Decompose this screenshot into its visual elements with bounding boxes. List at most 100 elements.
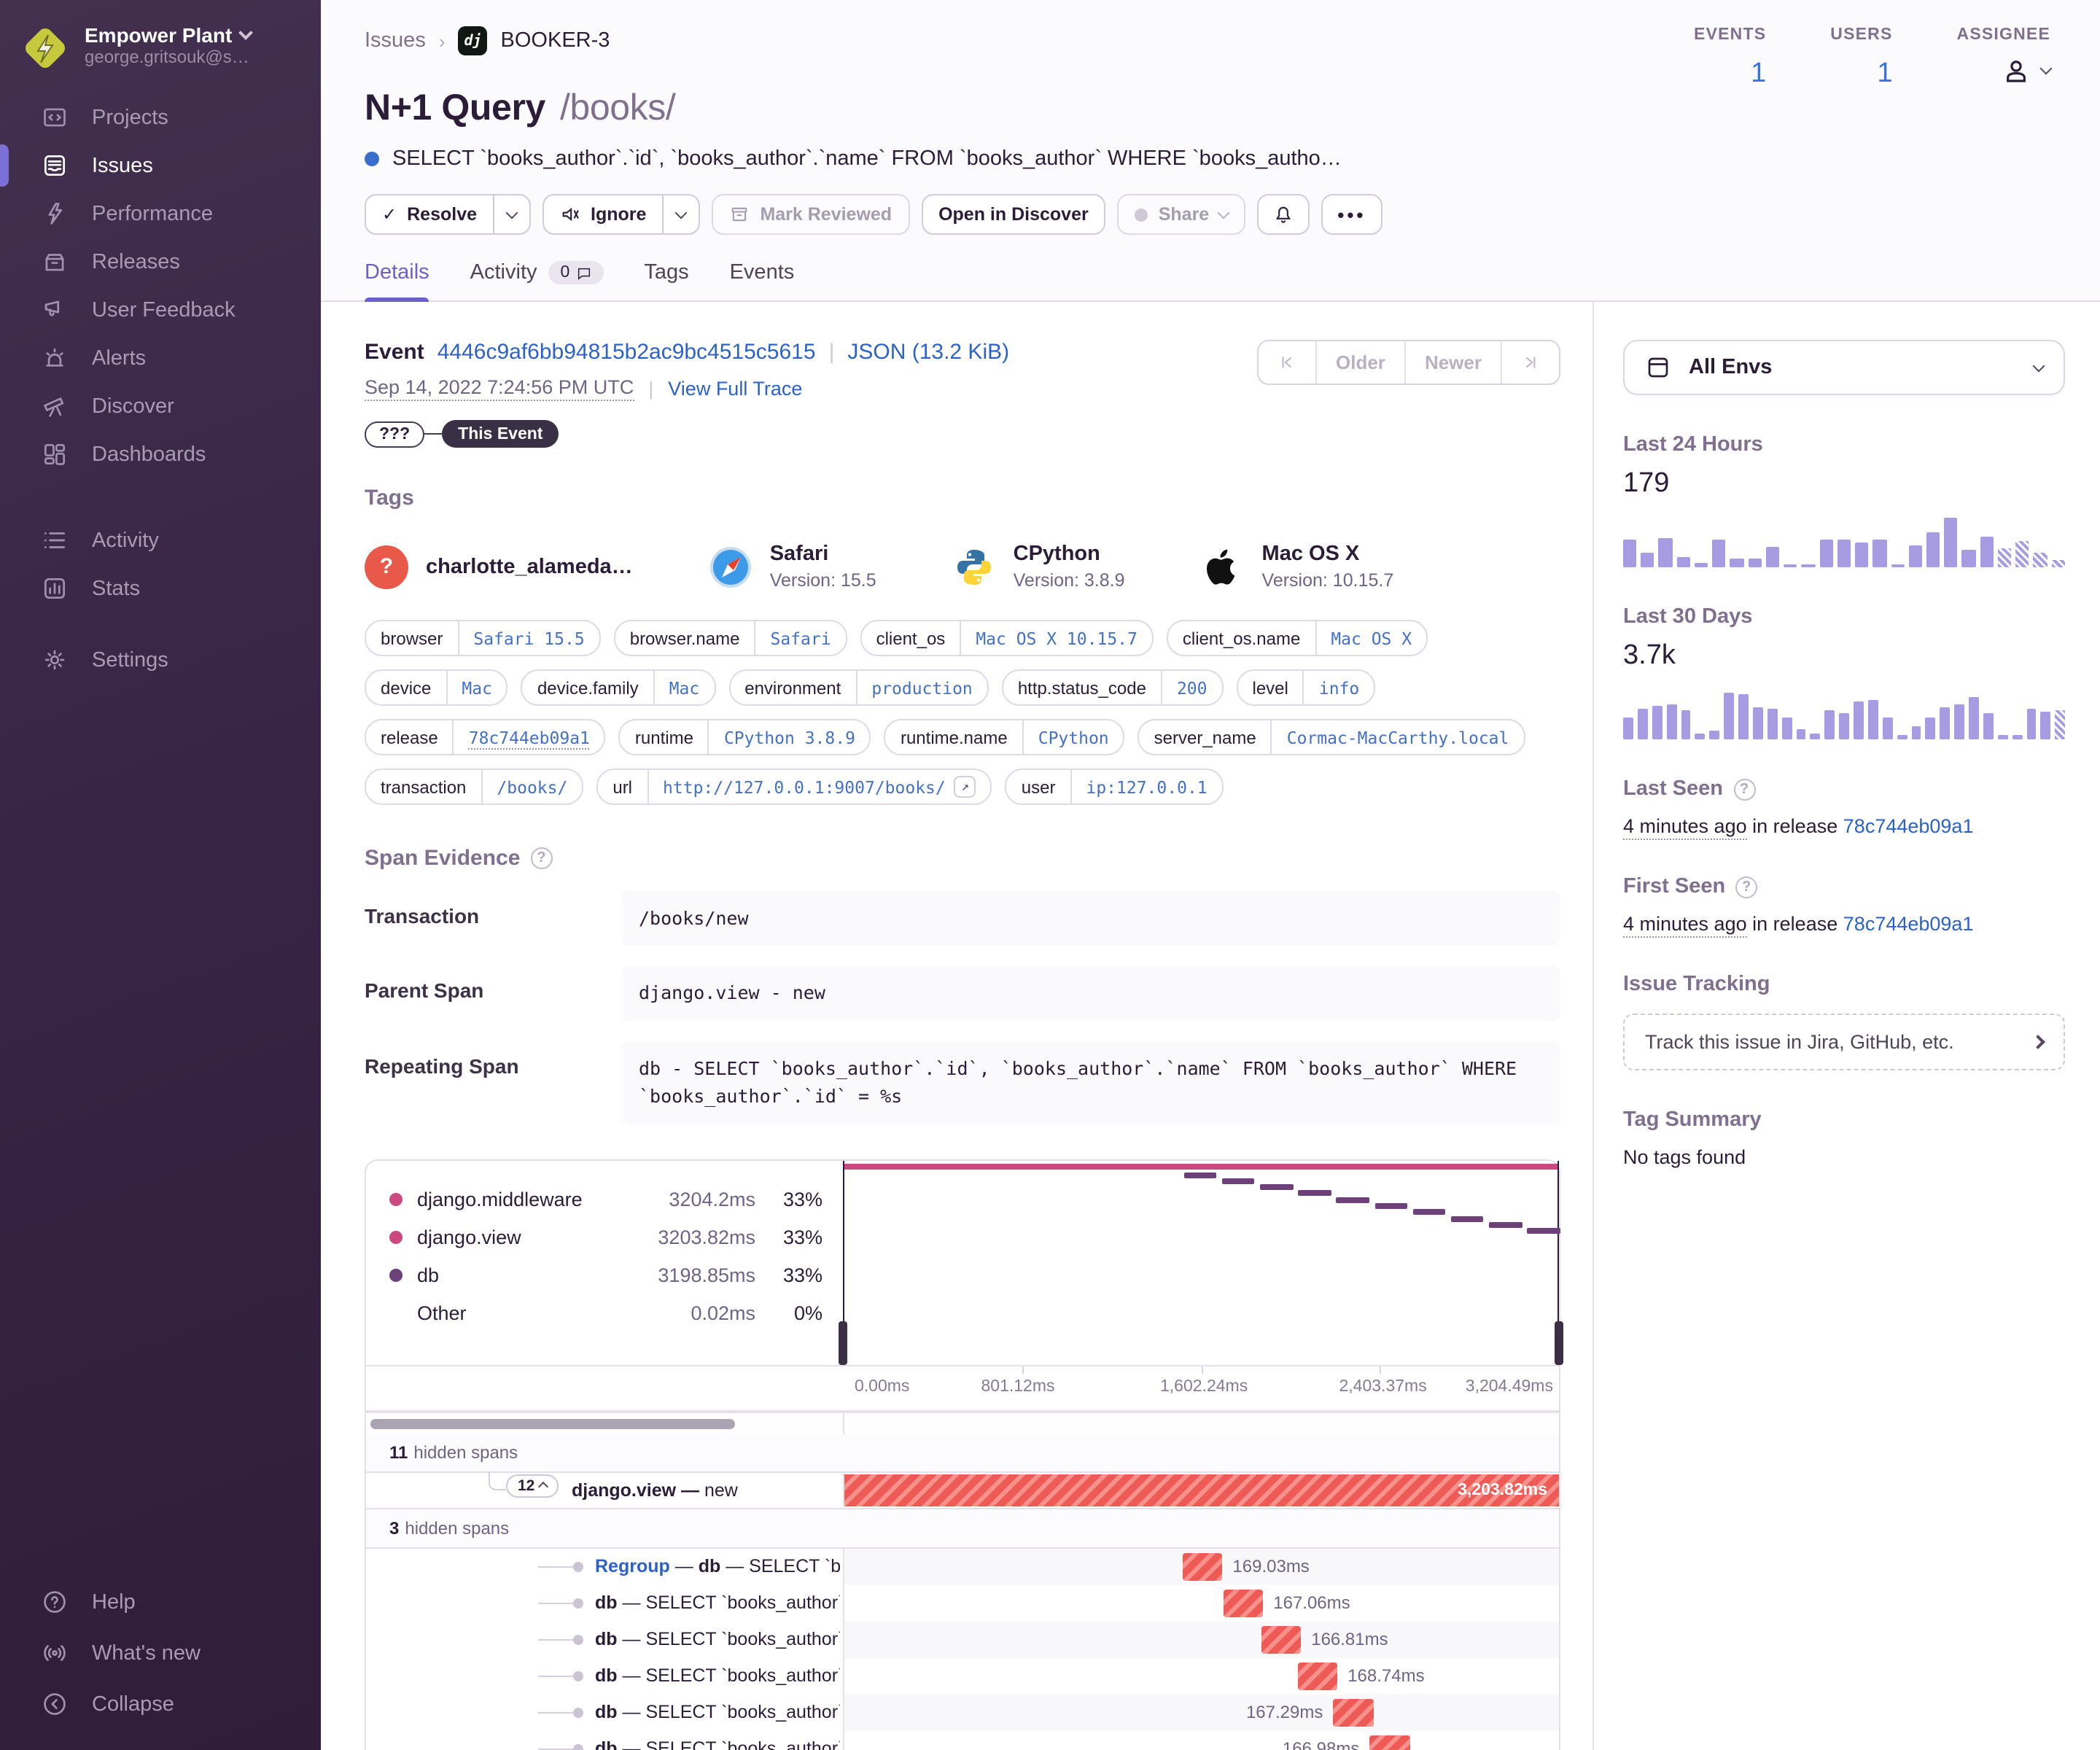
resolve-button[interactable]: ✓ Resolve [382,204,478,225]
org-switcher[interactable]: Empower Plant george.gritsouk@s… [0,18,321,93]
sidebar-item-collapse[interactable]: Collapse [0,1679,321,1730]
tag-pill-value[interactable]: ip:127.0.0.1 [1070,770,1221,804]
span-group-toggle[interactable]: 12 [506,1474,559,1497]
hidden-spans-row-top[interactable]: 11 hidden spans [365,1433,1560,1472]
sidebar-item-whats-new[interactable]: What's new [0,1628,321,1679]
settings-icon [44,650,65,670]
open-in-discover-button[interactable]: Open in Discover [921,194,1106,235]
older-event-button[interactable]: Older [1315,341,1404,384]
span-duration-bar [1182,1552,1223,1580]
tag-pill-value[interactable]: info [1302,671,1374,704]
spark-bar [1694,563,1708,567]
spark-bar [1637,709,1648,739]
hidden-spans-row-mid[interactable]: 3 hidden spans [365,1509,1560,1548]
spark-bar [1837,540,1851,567]
last-seen-release-link[interactable]: 78c744eb09a1 [1843,815,1974,837]
resolve-dropdown[interactable] [493,195,529,233]
assignee-dropdown[interactable] [1957,55,2053,86]
tag-pill-value[interactable]: Safari [754,621,845,655]
sidebar-item-releases[interactable]: Releases [0,238,321,286]
tag-pill-value[interactable]: http://127.0.0.1:9007/books/ ↗ [647,770,991,804]
sidebar-item-settings[interactable]: Settings [0,636,321,684]
issue-header: Issues › dj BOOKER-3 N+1 Query/books/ SE… [321,0,2100,302]
sidebar-item-issues[interactable]: Issues [0,141,321,190]
sidebar-item-discover[interactable]: Discover [0,382,321,430]
oldest-event-button[interactable] [1259,341,1315,384]
tag-pill-value[interactable]: Mac [446,671,507,704]
sidebar-item-stats[interactable]: Stats [0,564,321,612]
sidebar-item-performance[interactable]: Performance [0,190,321,238]
tag-pill-value[interactable]: Mac OS X [1315,621,1426,655]
axis-tick-label: 0.00ms [855,1377,910,1395]
spark-bar [2040,712,2051,739]
tag-pill-value[interactable]: /books/ [481,770,582,804]
sidebar-item-activity[interactable]: Activity [0,516,321,564]
issue-tracking-cta[interactable]: Track this issue in Jira, GitHub, etc. [1623,1014,2065,1070]
environment-selector[interactable]: All Envs [1623,340,2065,395]
span-group-row[interactable]: 12 django.view — new 3,203.82ms [365,1471,1560,1509]
spark-bar [2012,735,2022,739]
ignore-dropdown[interactable] [662,195,699,233]
sidebar-item-alerts[interactable]: Alerts [0,334,321,382]
breadcrumb: Issues › dj BOOKER-3 [365,26,1342,55]
ignore-button[interactable]: Ignore [544,195,662,233]
waterfall-axis: 0.00ms 801.12ms 1,602.24ms 2,403.37ms 3,204.… [366,1364,1559,1409]
regroup-link[interactable]: Regroup [595,1555,670,1576]
tab-events[interactable]: Events [729,261,795,284]
minimap-left-handle[interactable] [839,1321,847,1364]
sidebar-item-feedback[interactable]: User Feedback [0,286,321,334]
tag-pill-value[interactable]: Mac [653,671,715,704]
tag-pill-value[interactable]: CPython [1022,720,1124,754]
span-row[interactable]: db — SELECT `books_author` 166.98ms [366,1730,1559,1750]
span-row[interactable]: db — SELECT `books_author` 166.81ms [366,1621,1559,1657]
span-row[interactable]: Regroup — db — SELECT `boo169.03ms [366,1548,1559,1584]
sidebar-item-projects[interactable]: Projects [0,93,321,141]
help-circle-icon[interactable]: ? [530,847,553,869]
sidebar-item-dashboards[interactable]: Dashboards [0,430,321,478]
tag-pill-url: url http://127.0.0.1:9007/books/ ↗ [596,769,992,805]
first-seen-release-link[interactable]: 78c744eb09a1 [1843,913,1974,935]
tag-pill-value[interactable]: 200 [1160,671,1222,704]
breadcrumb-issues[interactable]: Issues [365,29,426,52]
share-button[interactable]: Share [1119,195,1245,233]
spark-bar [1969,697,1979,739]
tab-details[interactable]: Details [365,261,430,302]
skip-start-icon [1282,357,1292,368]
users-count[interactable]: 1 [1877,58,1893,89]
tag-pill-value[interactable]: production [855,671,987,704]
view-full-trace-link[interactable]: View Full Trace [668,378,803,400]
more-actions-button[interactable]: ••• [1321,194,1382,235]
tag-pill-value[interactable]: Safari 15.5 [457,621,599,655]
tag-pill-value[interactable]: Mac OS X 10.15.7 [960,621,1152,655]
external-link-icon[interactable]: ↗ [954,776,976,798]
minimap-right-handle[interactable] [1555,1321,1563,1364]
mark-reviewed-button[interactable]: Mark Reviewed [712,194,910,235]
span-row[interactable]: db — SELECT `books_author` 167.29ms [366,1694,1559,1730]
tab-tags[interactable]: Tags [644,261,689,284]
latest-event-button[interactable] [1501,341,1559,384]
event-json-link[interactable]: JSON (13.2 KiB) [847,340,1010,365]
alerts-icon [46,348,63,367]
spark-bar [1854,701,1864,739]
waterfall-minimap[interactable] [839,1160,1563,1364]
tab-activity[interactable]: Activity 0 [470,261,604,300]
span-duration-bar [1369,1735,1410,1750]
tag-pill-value[interactable]: 78c744eb09a1 [452,720,604,754]
events-count[interactable]: 1 [1751,58,1767,89]
help-circle-icon[interactable]: ? [1735,876,1758,898]
tag-pill-level: level info [1236,669,1376,706]
event-id-link[interactable]: 4446c9af6bb94815b2ac9bc4515c5615 [437,340,816,365]
tag-pill-value[interactable]: Cormac-MacCarthy.local [1270,720,1524,754]
breadcrumb-separator: › [438,30,446,52]
subscribe-button[interactable] [1257,194,1310,235]
help-circle-icon[interactable]: ? [1733,778,1755,800]
span-row[interactable]: db — SELECT `books_author` 168.74ms [366,1657,1559,1694]
minimap-span-dash [1298,1190,1331,1197]
tag-pill-value[interactable]: CPython 3.8.9 [707,720,870,754]
span-row[interactable]: db — SELECT `books_author` 167.06ms [366,1584,1559,1621]
scrollbar-thumb[interactable] [370,1418,735,1428]
sidebar-item-help[interactable]: Help [0,1576,321,1628]
newer-event-button[interactable]: Newer [1404,341,1501,384]
breadcrumb-issue-id: BOOKER-3 [500,29,610,52]
span-duration-label: 168.74ms [1348,1665,1425,1685]
